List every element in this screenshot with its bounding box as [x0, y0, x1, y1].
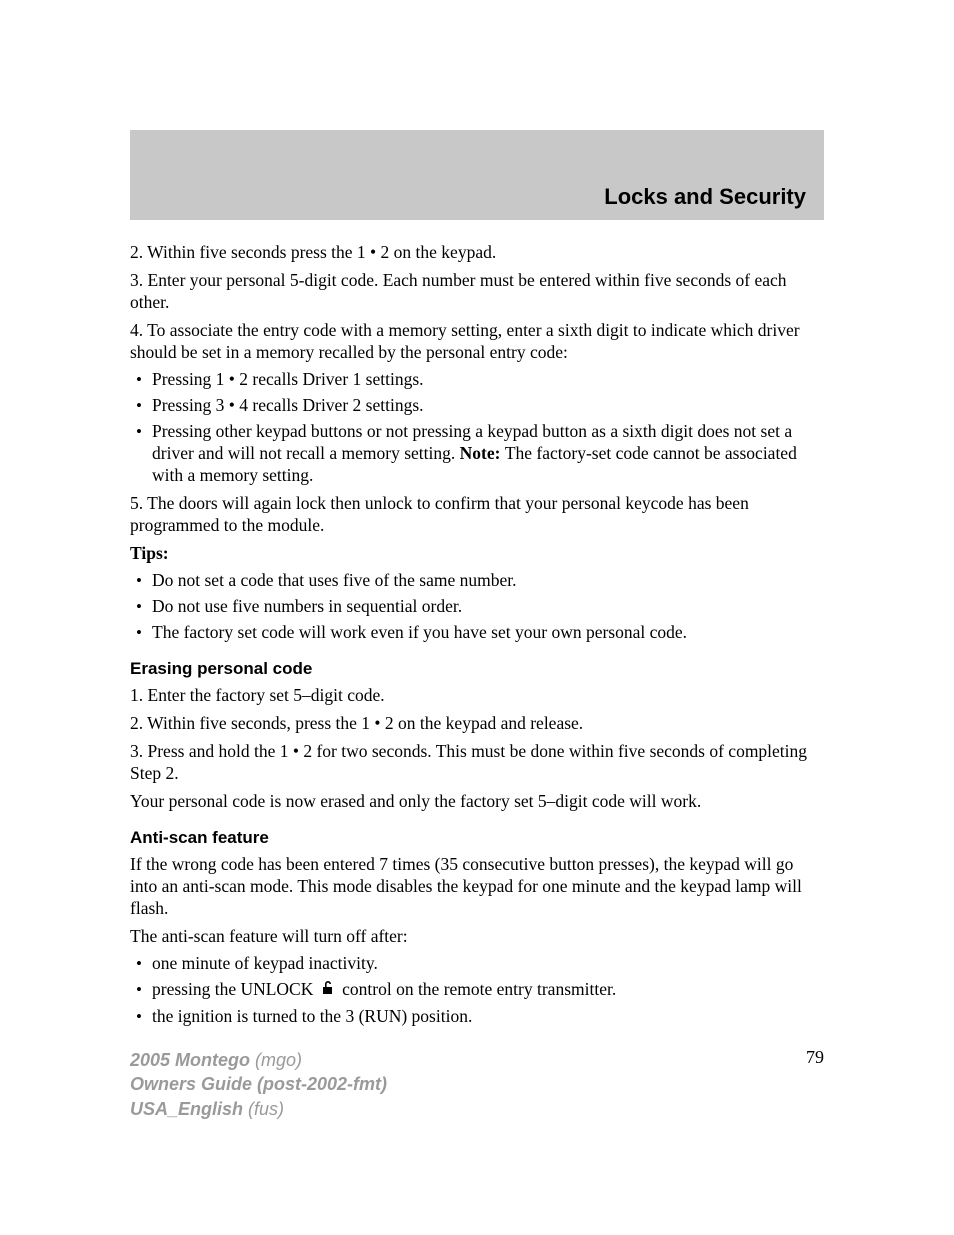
unlock-icon	[320, 980, 336, 1002]
erasing-step-3: 3. Press and hold the 1 • 2 for two seco…	[130, 741, 824, 785]
footer-model: 2005 Montego	[130, 1050, 255, 1070]
footer-line-3: USA_English (fus)	[130, 1097, 387, 1121]
page-title: Locks and Security	[130, 148, 806, 210]
footer-line-2: Owners Guide (post-2002-fmt)	[130, 1072, 387, 1096]
step-3: 3. Enter your personal 5-digit code. Eac…	[130, 270, 824, 314]
antiscan-p1: If the wrong code has been entered 7 tim…	[130, 854, 824, 920]
footer-code: (mgo)	[255, 1050, 302, 1070]
tips-list: Do not set a code that uses five of the …	[130, 570, 824, 644]
list-text-a: pressing the UNLOCK	[152, 979, 318, 999]
list-item: Do not use five numbers in sequential or…	[130, 596, 824, 618]
antiscan-p2: The anti-scan feature will turn off afte…	[130, 926, 824, 948]
list-item: Pressing 3 • 4 recalls Driver 2 settings…	[130, 395, 824, 417]
antiscan-heading: Anti-scan feature	[130, 827, 824, 848]
footer-line-1: 2005 Montego (mgo)	[130, 1048, 387, 1072]
footer-lang-code: (fus)	[248, 1099, 284, 1119]
list-item: The factory set code will work even if y…	[130, 622, 824, 644]
erasing-heading: Erasing personal code	[130, 658, 824, 679]
footer-lang: USA_English	[130, 1099, 248, 1119]
antiscan-list: one minute of keypad inactivity. pressin…	[130, 953, 824, 1028]
note-label: Note:	[460, 443, 505, 463]
list-text-b: control on the remote entry transmitter.	[338, 979, 616, 999]
list-item: Pressing 1 • 2 recalls Driver 1 settings…	[130, 369, 824, 391]
erasing-step-1: 1. Enter the factory set 5–digit code.	[130, 685, 824, 707]
tips-label: Tips:	[130, 543, 824, 565]
list-item: the ignition is turned to the 3 (RUN) po…	[130, 1006, 824, 1028]
list-item: Pressing other keypad buttons or not pre…	[130, 421, 824, 487]
step-2: 2. Within five seconds press the 1 • 2 o…	[130, 242, 824, 264]
list-item: one minute of keypad inactivity.	[130, 953, 824, 975]
list-item: pressing the UNLOCK control on the remot…	[130, 979, 824, 1002]
header-bar: Locks and Security	[130, 130, 824, 220]
footer: 2005 Montego (mgo) Owners Guide (post-20…	[130, 1048, 387, 1121]
body-content: 2. Within five seconds press the 1 • 2 o…	[130, 242, 824, 1069]
list-item: Do not set a code that uses five of the …	[130, 570, 824, 592]
erasing-step-2: 2. Within five seconds, press the 1 • 2 …	[130, 713, 824, 735]
step-4: 4. To associate the entry code with a me…	[130, 320, 824, 364]
erasing-step-4: Your personal code is now erased and onl…	[130, 791, 824, 813]
step-5: 5. The doors will again lock then unlock…	[130, 493, 824, 537]
step4-bullets: Pressing 1 • 2 recalls Driver 1 settings…	[130, 369, 824, 486]
